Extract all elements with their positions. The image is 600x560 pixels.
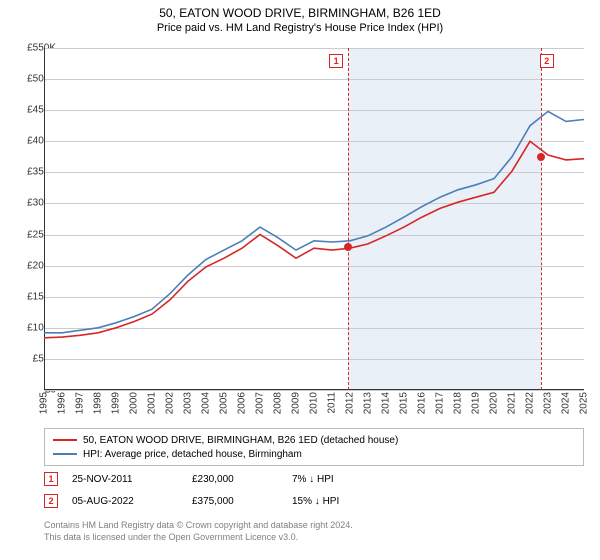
chart-title: 50, EATON WOOD DRIVE, BIRMINGHAM, B26 1E… [0,0,600,20]
x-tick-label: 2006 [237,392,248,414]
gridline [44,390,584,391]
sale-row: 2 05-AUG-2022 £375,000 15% ↓ HPI [44,490,584,512]
price-dot [344,243,352,251]
x-tick-label: 1995 [39,392,50,414]
legend-swatch-hpi [53,453,77,455]
x-tick-label: 2022 [525,392,536,414]
x-tick-label: 2007 [255,392,266,414]
series-line-property [44,141,584,337]
sale-hpi-diff: 15% ↓ HPI [292,496,584,507]
legend-swatch-property [53,439,77,441]
sale-marker-icon: 1 [44,472,58,486]
x-tick-label: 1999 [111,392,122,414]
footer-attribution: Contains HM Land Registry data © Crown c… [44,520,584,543]
x-tick-label: 2014 [381,392,392,414]
x-tick-label: 1998 [93,392,104,414]
footer-line: Contains HM Land Registry data © Crown c… [44,520,584,532]
x-tick-label: 2004 [201,392,212,414]
price-dot [537,153,545,161]
x-tick-label: 2003 [183,392,194,414]
sale-price: £375,000 [192,496,292,507]
sale-price: £230,000 [192,474,292,485]
x-tick-label: 2021 [507,392,518,414]
x-tick-label: 2020 [489,392,500,414]
x-tick-label: 2008 [273,392,284,414]
marker-number-box: 1 [329,54,343,68]
x-tick-label: 2023 [543,392,554,414]
sale-row: 1 25-NOV-2011 £230,000 7% ↓ HPI [44,468,584,490]
x-tick-label: 2002 [165,392,176,414]
x-tick-label: 2012 [345,392,356,414]
x-tick-label: 2025 [579,392,590,414]
x-tick-label: 2018 [453,392,464,414]
x-tick-label: 2013 [363,392,374,414]
x-tick-label: 1996 [57,392,68,414]
x-tick-label: 2017 [435,392,446,414]
x-tick-label: 2010 [309,392,320,414]
marker-number-box: 2 [540,54,554,68]
legend-label: 50, EATON WOOD DRIVE, BIRMINGHAM, B26 1E… [83,435,398,446]
x-tick-label: 2015 [399,392,410,414]
x-tick-label: 2009 [291,392,302,414]
x-tick-label: 2000 [129,392,140,414]
marker-dashed-line [348,48,349,390]
legend: 50, EATON WOOD DRIVE, BIRMINGHAM, B26 1E… [44,428,584,466]
chart-subtitle: Price paid vs. HM Land Registry's House … [0,20,600,34]
sale-marker-icon: 2 [44,494,58,508]
legend-label: HPI: Average price, detached house, Birm… [83,449,302,460]
plot-area: 12 [44,48,584,390]
chart-lines [44,48,584,390]
legend-item-property: 50, EATON WOOD DRIVE, BIRMINGHAM, B26 1E… [53,433,575,447]
price-chart-container: 50, EATON WOOD DRIVE, BIRMINGHAM, B26 1E… [0,0,600,560]
sale-date: 05-AUG-2022 [72,496,192,507]
sale-date: 25-NOV-2011 [72,474,192,485]
x-tick-label: 2019 [471,392,482,414]
x-tick-label: 2001 [147,392,158,414]
x-tick-label: 2011 [327,392,338,414]
legend-item-hpi: HPI: Average price, detached house, Birm… [53,447,575,461]
x-tick-label: 2005 [219,392,230,414]
sale-hpi-diff: 7% ↓ HPI [292,474,584,485]
footer-line: This data is licensed under the Open Gov… [44,532,584,544]
marker-dashed-line [541,48,542,390]
x-tick-label: 2016 [417,392,428,414]
x-tick-label: 2024 [561,392,572,414]
sales-table: 1 25-NOV-2011 £230,000 7% ↓ HPI 2 05-AUG… [44,468,584,512]
series-line-hpi [44,111,584,332]
x-tick-label: 1997 [75,392,86,414]
